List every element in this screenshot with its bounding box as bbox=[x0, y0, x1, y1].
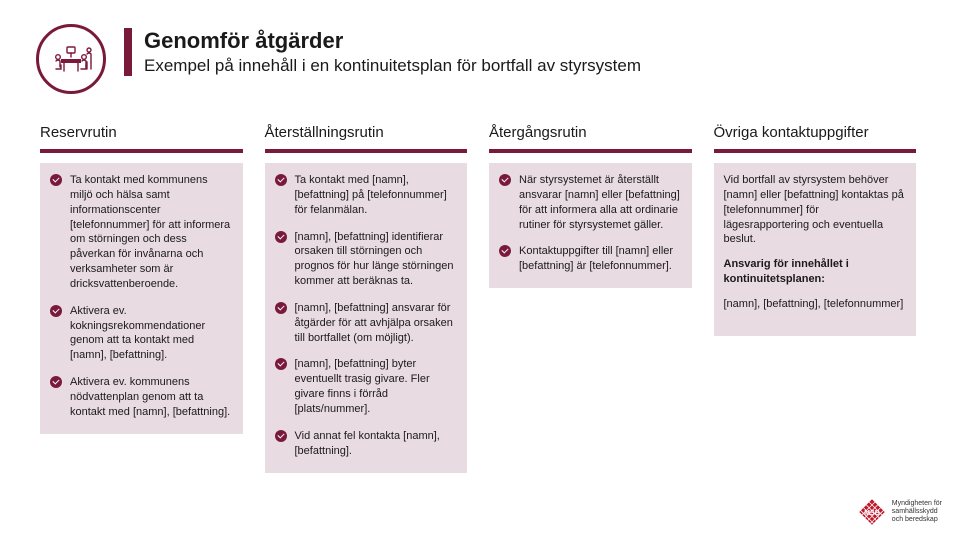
plain-item: Ansvarig för innehållet i kontinuitetspl… bbox=[724, 257, 907, 287]
msb-logo: MSB Myndigheten för samhällsskydd och be… bbox=[858, 498, 942, 526]
check-list: Ta kontakt med kommunens miljö och hälsa… bbox=[50, 173, 233, 420]
column-body: När styrsystemet är återställt ansvarar … bbox=[489, 163, 692, 288]
column-rule bbox=[40, 149, 243, 153]
check-item: [namn], [befattning] identifierar orsake… bbox=[275, 230, 458, 289]
check-list: När styrsystemet är återställt ansvarar … bbox=[499, 173, 682, 274]
check-item: Kontaktuppgifter till [namn] eller [befa… bbox=[499, 244, 682, 274]
msb-agency-text: Myndigheten för samhällsskydd och bereds… bbox=[892, 500, 942, 523]
plain-list: Vid bortfall av styrsystem behöver [namn… bbox=[724, 173, 907, 312]
check-item: När styrsystemet är återställt ansvarar … bbox=[499, 173, 682, 232]
column-rule bbox=[489, 149, 692, 153]
title-accent-bar bbox=[124, 28, 132, 76]
process-people-icon bbox=[36, 24, 106, 94]
check-item: Ta kontakt med [namn], [befattning] på [… bbox=[275, 173, 458, 218]
check-item: Ta kontakt med kommunens miljö och hälsa… bbox=[50, 173, 233, 292]
column-pad: Vid bortfall av styrsystem behöver [namn… bbox=[714, 163, 917, 336]
check-list: Ta kontakt med [namn], [befattning] på [… bbox=[275, 173, 458, 459]
columns-container: Reservrutin Ta kontakt med kommunens milj… bbox=[36, 124, 920, 473]
msb-line1: Myndigheten för bbox=[892, 500, 942, 508]
column-pad: Ta kontakt med [namn], [befattning] på [… bbox=[265, 163, 468, 473]
column-rule bbox=[714, 149, 917, 153]
column-title: Reservrutin bbox=[40, 124, 243, 141]
column-title: Återgångsrutin bbox=[489, 124, 692, 141]
column-body: Vid bortfall av styrsystem behöver [namn… bbox=[714, 163, 917, 336]
check-item: [namn], [befattning] byter eventuellt tr… bbox=[275, 357, 458, 416]
column-body: Ta kontakt med [namn], [befattning] på [… bbox=[265, 163, 468, 473]
column: Återgångsrutin När styrsystemet är återst… bbox=[489, 124, 692, 473]
column: Övriga kontaktuppgifter Vid bortfall av s… bbox=[714, 124, 917, 473]
msb-line2: samhällsskydd bbox=[892, 508, 942, 516]
slide-page: Genomför åtgärder Exempel på innehåll i … bbox=[0, 0, 960, 540]
msb-mark-icon: MSB bbox=[858, 498, 886, 526]
column-title: Övriga kontaktuppgifter bbox=[714, 124, 917, 141]
page-title: Genomför åtgärder bbox=[144, 28, 641, 54]
plain-item: [namn], [befattning], [telefonnummer] bbox=[724, 297, 907, 312]
check-item: [namn], [befattning] ansvarar för åtgärd… bbox=[275, 301, 458, 346]
plain-item: Vid bortfall av styrsystem behöver [namn… bbox=[724, 173, 907, 247]
title-block: Genomför åtgärder Exempel på innehåll i … bbox=[124, 24, 641, 76]
column-pad: Ta kontakt med kommunens miljö och hälsa… bbox=[40, 163, 243, 434]
column: Återställningsrutin Ta kontakt med [namn]… bbox=[265, 124, 468, 473]
header: Genomför åtgärder Exempel på innehåll i … bbox=[36, 24, 920, 94]
check-item: Aktivera ev. kokningsrekommendationer ge… bbox=[50, 304, 233, 363]
check-item: Aktivera ev. kommunens nödvattenplan gen… bbox=[50, 375, 233, 420]
msb-label: MSB bbox=[864, 510, 880, 517]
msb-line3: och beredskap bbox=[892, 516, 942, 524]
check-item: Vid annat fel kontakta [namn], [befattni… bbox=[275, 429, 458, 459]
column-rule bbox=[265, 149, 468, 153]
column: Reservrutin Ta kontakt med kommunens milj… bbox=[40, 124, 243, 473]
column-pad: När styrsystemet är återställt ansvarar … bbox=[489, 163, 692, 288]
column-body: Ta kontakt med kommunens miljö och hälsa… bbox=[40, 163, 243, 434]
page-subtitle: Exempel på innehåll i en kontinuitetspla… bbox=[144, 56, 641, 76]
column-title: Återställningsrutin bbox=[265, 124, 468, 141]
